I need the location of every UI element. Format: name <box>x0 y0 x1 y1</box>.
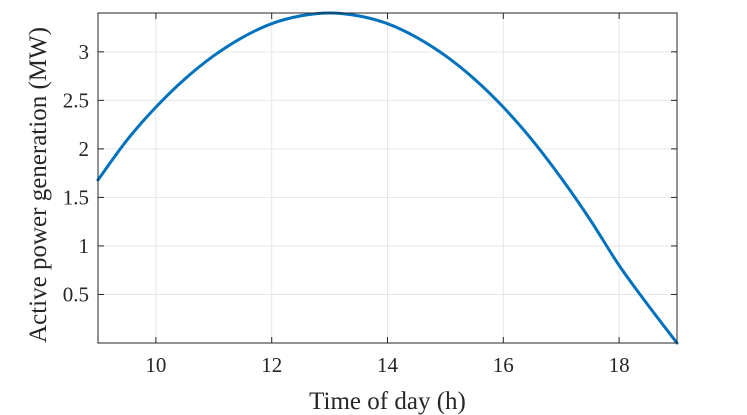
x-axis-label: Time of day (h) <box>309 388 466 415</box>
y-tick-label: 3 <box>79 40 90 64</box>
x-tick-label: 10 <box>145 353 166 377</box>
x-tick-label: 18 <box>609 353 630 377</box>
series-layer <box>96 11 679 345</box>
x-tick-label: 16 <box>493 353 514 377</box>
x-tick-labels: 10 12 14 16 18 <box>145 353 629 377</box>
plot-frame <box>97 12 678 344</box>
x-tick-label: 12 <box>261 353 282 377</box>
y-tick-label: 2.5 <box>63 88 89 112</box>
y-tick-label: 2 <box>79 137 90 161</box>
x-tick-label: 14 <box>377 353 399 377</box>
grid <box>98 13 677 343</box>
y-tick-label: 1 <box>79 234 90 258</box>
y-tick-labels: 0.5 1 1.5 2 2.5 3 <box>63 40 89 307</box>
y-tick-label: 1.5 <box>63 185 89 209</box>
tick-marks <box>98 13 677 343</box>
y-axis-label: Active power generation (MW) <box>25 27 52 343</box>
series-line <box>96 11 679 345</box>
y-tick-label: 0.5 <box>63 282 89 306</box>
